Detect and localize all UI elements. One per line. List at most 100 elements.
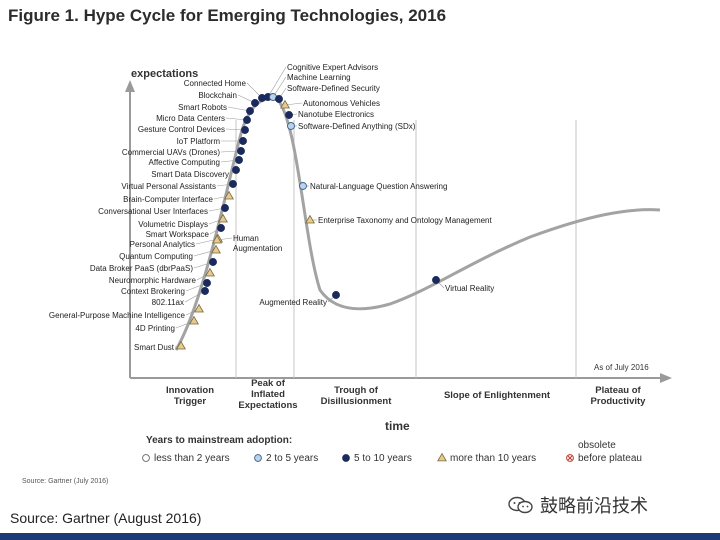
watermark-text: 鼓略前沿技术 bbox=[540, 496, 648, 516]
technology-label: Augmented Reality bbox=[259, 298, 327, 307]
dark-circle-marker-icon bbox=[237, 147, 245, 155]
triangle-marker-icon bbox=[189, 315, 199, 325]
technology-label: Brain-Computer Interface bbox=[123, 195, 213, 204]
leader-line bbox=[272, 76, 287, 98]
technology-label: Enterprise Taxonomy and Ontology Managem… bbox=[318, 216, 493, 225]
as-of-label: As of July 2016 bbox=[594, 363, 649, 372]
dark-circle-marker-icon bbox=[432, 276, 440, 284]
triangle-marker-icon bbox=[280, 99, 290, 109]
figure-title: Figure 1. Hype Cycle for Emerging Techno… bbox=[8, 6, 447, 25]
phase-label: Innovation Trigger bbox=[166, 385, 214, 407]
technology-label: IoT Platform bbox=[177, 137, 221, 146]
figure-source: Source: Gartner (August 2016) bbox=[10, 510, 202, 526]
technology-label: Commercial UAVs (Drones) bbox=[122, 148, 220, 157]
y-axis-arrow bbox=[125, 80, 135, 92]
watermark: 鼓略前沿技术 bbox=[508, 492, 648, 518]
technology-label: Machine Learning bbox=[287, 73, 351, 82]
triangle-marker-icon bbox=[176, 340, 186, 350]
leader-line bbox=[267, 66, 287, 98]
technology-label: Affective Computing bbox=[149, 158, 220, 167]
technology-label: General-Purpose Machine Intelligence bbox=[49, 311, 186, 320]
dark-circle-marker-icon bbox=[209, 258, 217, 266]
dark-circle-marker-icon bbox=[203, 279, 211, 287]
triangle-marker-icon bbox=[211, 244, 221, 254]
technology-label: Autonomous Vehicles bbox=[303, 99, 380, 108]
dark-circle-marker-icon bbox=[342, 454, 350, 462]
technology-label: 4D Printing bbox=[135, 324, 175, 333]
technology-label: Smart Workspace bbox=[146, 230, 210, 239]
x-circle-marker-icon bbox=[566, 454, 574, 462]
figure-source-small: Source: Gartner (July 2016) bbox=[22, 478, 109, 485]
legend-label: 2 to 5 years bbox=[266, 453, 318, 464]
legend-item: more than 10 years bbox=[437, 452, 536, 464]
phase-label: Plateau of Productivity bbox=[591, 385, 647, 407]
light-circle-marker-icon bbox=[287, 122, 295, 130]
dark-circle-marker-icon bbox=[229, 180, 237, 188]
technology-label: Neuromorphic Hardware bbox=[109, 276, 197, 285]
technology-label: Human Augmentation bbox=[233, 234, 282, 253]
legend-label: before plateau bbox=[578, 453, 642, 464]
technology-label: Gesture Control Devices bbox=[138, 125, 225, 134]
technology-label: Context Brokering bbox=[121, 287, 185, 296]
y-axis-label: expectations bbox=[131, 68, 198, 80]
triangle-marker-icon bbox=[205, 267, 215, 277]
dark-circle-marker-icon bbox=[246, 107, 254, 115]
technology-label: Smart Dust bbox=[134, 343, 175, 352]
technology-label: Software-Defined Security bbox=[287, 84, 380, 93]
dark-circle-marker-icon bbox=[241, 126, 249, 134]
dark-circle-marker-icon bbox=[251, 99, 259, 107]
technology-label: Volumetric Displays bbox=[138, 220, 208, 229]
dark-circle-marker-icon bbox=[201, 287, 209, 295]
dark-circle-marker-icon bbox=[232, 166, 240, 174]
white-circle-marker-icon bbox=[142, 454, 150, 462]
technology-label: Personal Analytics bbox=[130, 240, 195, 249]
dark-circle-marker-icon bbox=[243, 116, 251, 124]
triangle-marker-icon bbox=[218, 213, 228, 223]
technology-label: Micro Data Centers bbox=[156, 114, 225, 123]
legend-item: 5 to 10 years bbox=[342, 453, 412, 464]
phase-label: Peak of Inflated Expectations bbox=[238, 378, 297, 411]
technology-label: Software-Defined Anything (SDx) bbox=[298, 122, 416, 131]
triangle-marker-icon bbox=[224, 190, 234, 200]
dark-circle-marker-icon bbox=[217, 224, 225, 232]
legend-label: less than 2 years bbox=[154, 453, 230, 464]
legend-label: more than 10 years bbox=[450, 453, 536, 464]
technology-label: Quantum Computing bbox=[119, 252, 193, 261]
legend-item: less than 2 years bbox=[142, 453, 230, 464]
dark-circle-marker-icon bbox=[285, 111, 293, 119]
legend-label-prefix: obsolete bbox=[578, 440, 616, 451]
phase-label: Trough of Disillusionment bbox=[321, 385, 393, 407]
technology-label: Data Broker PaaS (dbrPaaS) bbox=[90, 264, 193, 273]
technology-label: Blockchain bbox=[198, 91, 237, 100]
wechat-icon bbox=[508, 496, 534, 514]
technology-label: Virtual Personal Assistants bbox=[121, 182, 216, 191]
technology-label: Connected Home bbox=[184, 79, 247, 88]
triangle-marker-icon bbox=[194, 303, 204, 313]
technology-label: Natural-Language Question Answering bbox=[310, 182, 447, 191]
dark-circle-marker-icon bbox=[239, 137, 247, 145]
technology-label: Cognitive Expert Advisors bbox=[287, 63, 378, 72]
phase-label: Slope of Enlightenment bbox=[444, 390, 551, 401]
dark-circle-marker-icon bbox=[275, 95, 283, 103]
dark-circle-marker-icon bbox=[235, 156, 243, 164]
light-circle-marker-icon bbox=[299, 182, 307, 190]
dark-circle-marker-icon bbox=[332, 291, 340, 299]
triangle-marker-icon bbox=[437, 452, 447, 462]
technology-label: Conversational User Interfaces bbox=[98, 207, 208, 216]
legend-label: 5 to 10 years bbox=[354, 453, 412, 464]
light-circle-marker-icon bbox=[254, 454, 262, 462]
legend-title: Years to mainstream adoption: bbox=[146, 435, 292, 446]
hype-cycle-chart: expectations time As of July 2016 Innova… bbox=[49, 63, 672, 464]
x-axis-arrow bbox=[660, 373, 672, 383]
dark-circle-marker-icon bbox=[221, 204, 229, 212]
technology-label: Smart Data Discovery bbox=[151, 170, 229, 179]
legend-item: before plateau obsolete bbox=[566, 440, 642, 464]
triangle-marker-icon bbox=[305, 214, 315, 224]
legend-item: 2 to 5 years bbox=[254, 453, 318, 464]
technology-label: 802.11ax bbox=[152, 298, 184, 307]
technology-label: Smart Robots bbox=[178, 103, 227, 112]
leader-line bbox=[193, 249, 217, 257]
technology-label: Nanotube Electronics bbox=[298, 110, 374, 119]
technology-label: Virtual Reality bbox=[445, 284, 494, 293]
